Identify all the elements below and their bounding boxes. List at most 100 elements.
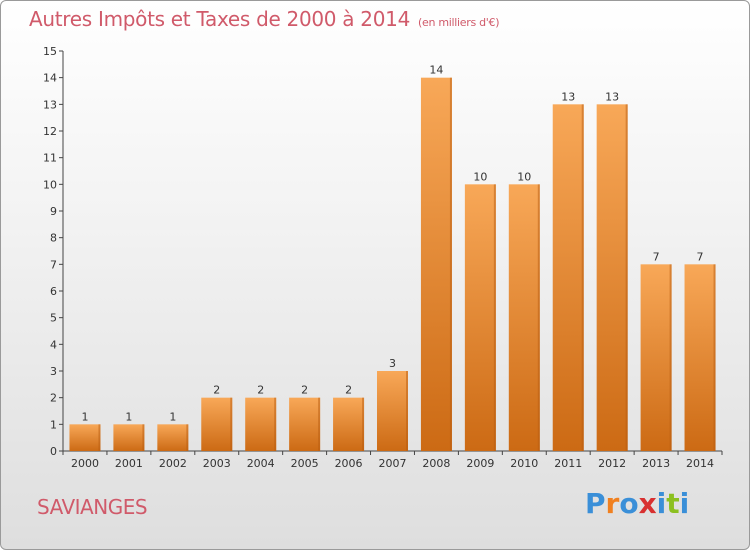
- x-tick-label: 2007: [379, 457, 407, 470]
- data-label: 10: [473, 170, 487, 183]
- bar: [201, 397, 233, 451]
- bar-edge: [230, 397, 233, 451]
- data-label: 2: [345, 384, 352, 397]
- x-tick-label: 2003: [203, 457, 231, 470]
- chart-title: Autres Impôts et Taxes de 2000 à 2014 (en…: [29, 7, 499, 31]
- bar: [245, 397, 277, 451]
- bar: [596, 104, 628, 451]
- bar-edge: [142, 424, 145, 451]
- logo-letter: i: [656, 487, 667, 520]
- data-label: 10: [517, 170, 531, 183]
- bar: [69, 424, 101, 451]
- bar-edge: [318, 397, 321, 451]
- bar: [508, 184, 540, 452]
- bar-edge: [493, 184, 496, 452]
- bar: [157, 424, 189, 451]
- x-tick-label: 2006: [335, 457, 363, 470]
- x-tick-label: 2001: [115, 457, 143, 470]
- bar-edge: [449, 77, 452, 452]
- bar-edge: [362, 397, 365, 451]
- bar-group: 2: [289, 384, 321, 451]
- bar: [684, 264, 716, 451]
- x-tick-label: 2005: [291, 457, 319, 470]
- bar-edge: [537, 184, 540, 452]
- data-label: 1: [169, 410, 176, 423]
- logo-letter: t: [666, 487, 680, 520]
- y-tick-label: 0: [50, 445, 57, 458]
- x-tick-label: 2010: [510, 457, 538, 470]
- y-tick-label: 13: [43, 98, 57, 111]
- data-label: 7: [697, 250, 704, 263]
- x-tick-label: 2008: [422, 457, 450, 470]
- logo-letter: x: [638, 487, 657, 520]
- bar-edge: [581, 104, 584, 451]
- bar-group: 2: [245, 384, 277, 451]
- bar-group: 10: [464, 170, 496, 452]
- x-tick-label: 2011: [554, 457, 582, 470]
- bar-edge: [669, 264, 672, 451]
- logo-letter: o: [619, 487, 639, 520]
- y-tick-label: 9: [50, 205, 57, 218]
- x-tick-label: 2009: [466, 457, 494, 470]
- proxiti-logo: Proxiti: [585, 487, 689, 520]
- y-tick-label: 1: [50, 418, 57, 431]
- logo-letter: r: [605, 487, 620, 520]
- bar-group: 13: [596, 90, 628, 451]
- y-tick-label: 8: [50, 232, 57, 245]
- bar-edge: [406, 371, 408, 451]
- bar: [464, 184, 496, 452]
- bar: [420, 77, 452, 452]
- data-label: 13: [561, 90, 575, 103]
- commune-name: SAVIANGES: [37, 495, 148, 519]
- bar-group: 7: [684, 250, 716, 451]
- bar: [640, 264, 672, 451]
- bar: [113, 424, 145, 451]
- x-tick-label: 2000: [71, 457, 99, 470]
- data-label: 3: [389, 357, 396, 370]
- data-label: 13: [605, 90, 619, 103]
- y-tick-label: 12: [43, 125, 57, 138]
- bar-group: 2: [333, 384, 365, 451]
- chart-title-text: Autres Impôts et Taxes de 2000 à 2014: [29, 7, 410, 31]
- y-tick-label: 10: [43, 178, 57, 191]
- bar-edge: [713, 264, 716, 451]
- data-label: 7: [653, 250, 660, 263]
- data-label: 2: [257, 384, 264, 397]
- bar: [289, 397, 321, 451]
- y-tick-label: 15: [43, 45, 57, 58]
- chart-unit: (en milliers d'€): [418, 16, 500, 29]
- bar: [552, 104, 584, 451]
- bar-group: 7: [640, 250, 672, 451]
- data-label: 2: [301, 384, 308, 397]
- bar-group: 1: [113, 410, 145, 451]
- y-tick-label: 2: [50, 392, 57, 405]
- y-tick-label: 6: [50, 285, 57, 298]
- bar-edge: [186, 424, 189, 451]
- bar: [333, 397, 365, 451]
- bar-edge: [625, 104, 628, 451]
- y-tick-label: 4: [50, 338, 57, 351]
- y-tick-label: 11: [43, 152, 57, 165]
- bar-edge: [98, 424, 101, 451]
- y-tick-label: 3: [50, 365, 57, 378]
- bar-group: 10: [508, 170, 540, 452]
- x-tick-label: 2002: [159, 457, 187, 470]
- x-tick-label: 2004: [247, 457, 275, 470]
- x-tick-label: 2013: [642, 457, 670, 470]
- logo-letter: P: [585, 487, 606, 520]
- data-label: 2: [213, 384, 220, 397]
- y-tick-label: 7: [50, 258, 57, 271]
- bar-group: 1: [157, 410, 189, 451]
- bar-group: 2: [201, 384, 233, 451]
- bar-edge: [274, 397, 277, 451]
- x-tick-label: 2014: [686, 457, 714, 470]
- bar-group: 13: [552, 90, 584, 451]
- bar-group: 3: [377, 357, 408, 451]
- data-label: 1: [125, 410, 132, 423]
- y-tick-label: 5: [50, 312, 57, 325]
- bar: [377, 371, 408, 451]
- data-label: 14: [429, 64, 443, 77]
- x-tick-label: 2012: [598, 457, 626, 470]
